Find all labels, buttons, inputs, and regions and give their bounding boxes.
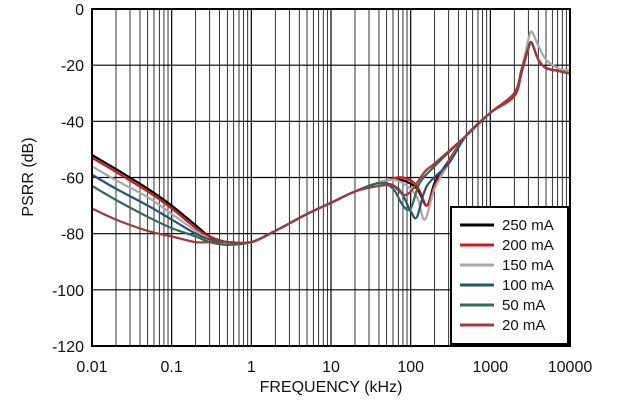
legend-label: 50 mA [502,297,545,314]
y-tick-label: -120 [52,339,84,356]
legend-label: 200 mA [502,237,554,254]
y-tick-label: -40 [61,114,84,131]
series-layer [91,30,571,246]
plot-frame [91,8,571,347]
x-tick-label: 100 [397,359,424,376]
y-tick-label: -20 [61,58,84,75]
x-tick-label: 0.1 [161,359,183,376]
legend: 250 mA 200 mA 150 mA 100 mA 50 mA 20 mA [450,206,569,345]
y-axis-title: PSRR (dB) [20,137,37,216]
y-tick-label: 0 [75,2,84,19]
x-tick-label: 0.01 [76,359,107,376]
legend-label: 250 mA [502,217,554,234]
legend-label: 100 mA [502,277,554,294]
legend-label: 150 mA [502,257,554,274]
legend-box [450,206,569,345]
tick-label-layer: 0.01 0.1 1 10 100 1000 10000 0 -20 -40 -60 -80 -100 -… [52,2,592,376]
x-axis-title: FREQUENCY (kHz) [260,379,403,396]
x-tick-label: 1 [247,359,256,376]
x-tick-label: 1000 [473,359,509,376]
y-tick-label: -60 [61,171,84,188]
x-tick-label: 10000 [548,359,593,376]
legend-label: 20 mA [502,317,545,334]
y-tick-label: -80 [61,227,84,244]
series-line-5 [91,41,571,245]
y-tick-label: -100 [52,283,84,300]
x-tick-label: 10 [322,359,340,376]
